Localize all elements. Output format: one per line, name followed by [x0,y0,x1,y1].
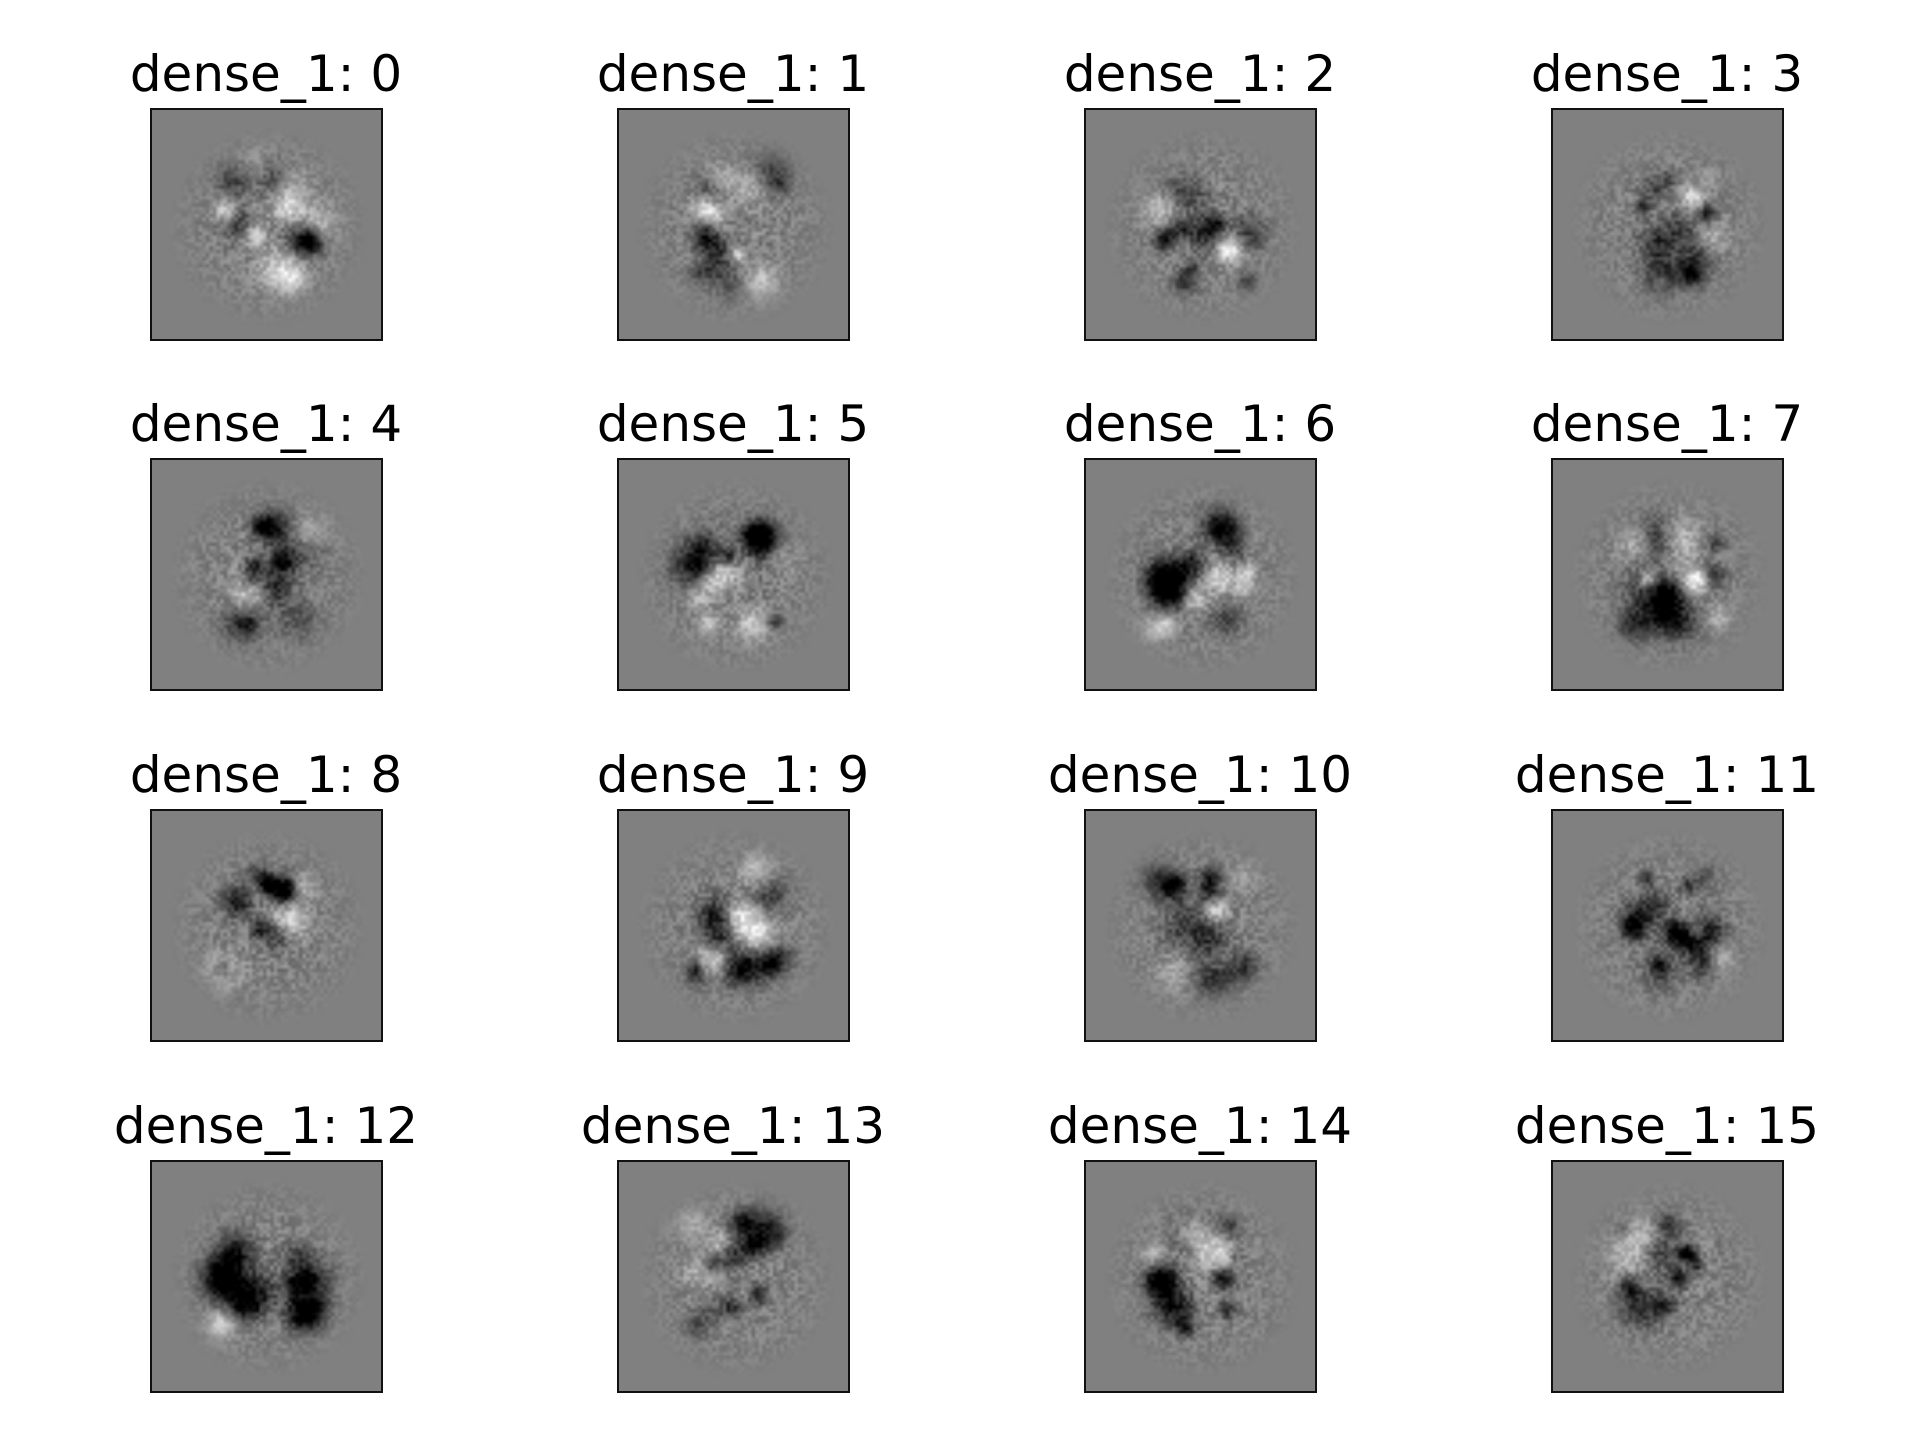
panel-title-8: dense_1: 8 [129,746,403,804]
panel-title-3: dense_1: 3 [1530,45,1804,103]
filter-image-4 [149,458,383,691]
filter-heatmap-2 [1085,110,1315,339]
filter-image-7 [1550,458,1784,691]
panel-title-5: dense_1: 5 [596,395,870,453]
panel-title-4: dense_1: 4 [129,395,403,453]
filter-image-13 [616,1160,850,1393]
filter-heatmap-15 [1552,1162,1782,1391]
filter-heatmap-3 [1552,110,1782,339]
filter-image-2 [1083,108,1317,341]
filter-heatmap-7 [1552,460,1782,689]
filter-heatmap-0 [151,110,381,339]
panel-title-1: dense_1: 1 [596,45,870,103]
filter-image-12 [149,1160,383,1393]
panel-title-2: dense_1: 2 [1063,45,1337,103]
filter-image-11 [1550,809,1784,1042]
filter-image-1 [616,108,850,341]
filter-heatmap-12 [151,1162,381,1391]
panel-title-9: dense_1: 9 [596,746,870,804]
filter-image-10 [1083,809,1317,1042]
panel-title-15: dense_1: 15 [1514,1097,1820,1155]
filter-heatmap-4 [151,460,381,689]
filter-image-9 [616,809,850,1042]
filter-heatmap-10 [1085,811,1315,1040]
filter-image-15 [1550,1160,1784,1393]
filter-heatmap-14 [1085,1162,1315,1391]
filter-heatmap-13 [618,1162,848,1391]
filter-heatmap-5 [618,460,848,689]
panel-title-13: dense_1: 13 [580,1097,886,1155]
panel-title-7: dense_1: 7 [1530,395,1804,453]
filter-image-6 [1083,458,1317,691]
panel-title-6: dense_1: 6 [1063,395,1337,453]
filter-heatmap-6 [1085,460,1315,689]
filter-image-0 [149,108,383,341]
panel-title-12: dense_1: 12 [113,1097,419,1155]
filter-image-14 [1083,1160,1317,1393]
filter-image-5 [616,458,850,691]
filter-image-3 [1550,108,1784,341]
panel-title-11: dense_1: 11 [1514,746,1820,804]
filter-heatmap-1 [618,110,848,339]
filter-heatmap-8 [151,811,381,1040]
filter-heatmap-9 [618,811,848,1040]
panel-title-14: dense_1: 14 [1047,1097,1353,1155]
filter-heatmap-11 [1552,811,1782,1040]
panel-title-0: dense_1: 0 [129,45,403,103]
panel-title-10: dense_1: 10 [1047,746,1353,804]
filter-image-8 [149,809,383,1042]
